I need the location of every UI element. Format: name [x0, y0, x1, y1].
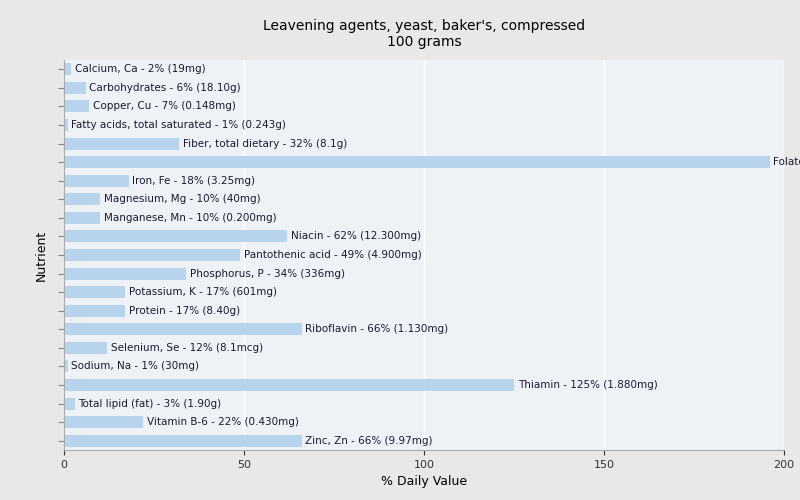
Bar	[64, 156, 770, 168]
Bar	[64, 324, 302, 336]
Text: Iron, Fe - 18% (3.25mg): Iron, Fe - 18% (3.25mg)	[133, 176, 255, 186]
Text: Carbohydrates - 6% (18.10g): Carbohydrates - 6% (18.10g)	[90, 83, 241, 93]
Bar	[64, 360, 67, 372]
Text: Selenium, Se - 12% (8.1mcg): Selenium, Se - 12% (8.1mcg)	[110, 343, 263, 353]
Bar	[64, 416, 143, 428]
Text: Vitamin B-6 - 22% (0.430mg): Vitamin B-6 - 22% (0.430mg)	[147, 417, 298, 427]
Bar	[64, 100, 90, 112]
Bar	[64, 212, 100, 224]
Bar	[64, 286, 125, 298]
Y-axis label: Nutrient: Nutrient	[35, 230, 48, 280]
Bar	[64, 194, 100, 205]
Bar	[64, 342, 107, 354]
Bar	[64, 268, 186, 280]
X-axis label: % Daily Value: % Daily Value	[381, 476, 467, 488]
Text: Manganese, Mn - 10% (0.200mg): Manganese, Mn - 10% (0.200mg)	[104, 213, 276, 223]
Text: Riboflavin - 66% (1.130mg): Riboflavin - 66% (1.130mg)	[306, 324, 448, 334]
Text: Potassium, K - 17% (601mg): Potassium, K - 17% (601mg)	[129, 287, 277, 297]
Text: Fiber, total dietary - 32% (8.1g): Fiber, total dietary - 32% (8.1g)	[182, 138, 347, 148]
Bar	[64, 64, 71, 76]
Bar	[64, 249, 240, 261]
Title: Leavening agents, yeast, baker's, compressed
100 grams: Leavening agents, yeast, baker's, compre…	[263, 19, 585, 49]
Text: Magnesium, Mg - 10% (40mg): Magnesium, Mg - 10% (40mg)	[104, 194, 260, 204]
Bar	[64, 230, 287, 242]
Text: Copper, Cu - 7% (0.148mg): Copper, Cu - 7% (0.148mg)	[93, 102, 236, 112]
Text: Calcium, Ca - 2% (19mg): Calcium, Ca - 2% (19mg)	[75, 64, 206, 74]
Bar	[64, 119, 67, 131]
Bar	[64, 379, 514, 391]
Text: Sodium, Na - 1% (30mg): Sodium, Na - 1% (30mg)	[71, 362, 199, 372]
Bar	[64, 174, 129, 187]
Text: Fatty acids, total saturated - 1% (0.243g): Fatty acids, total saturated - 1% (0.243…	[71, 120, 286, 130]
Text: Thiamin - 125% (1.880mg): Thiamin - 125% (1.880mg)	[518, 380, 658, 390]
Bar	[64, 82, 86, 94]
Bar	[64, 434, 302, 447]
Bar	[64, 398, 75, 409]
Text: Phosphorus, P - 34% (336mg): Phosphorus, P - 34% (336mg)	[190, 268, 345, 278]
Text: Niacin - 62% (12.300mg): Niacin - 62% (12.300mg)	[291, 232, 421, 241]
Bar	[64, 304, 125, 317]
Bar	[64, 138, 179, 149]
Text: Protein - 17% (8.40g): Protein - 17% (8.40g)	[129, 306, 240, 316]
Text: Pantothenic acid - 49% (4.900mg): Pantothenic acid - 49% (4.900mg)	[244, 250, 422, 260]
Text: Zinc, Zn - 66% (9.97mg): Zinc, Zn - 66% (9.97mg)	[306, 436, 433, 446]
Text: Folate, total - 196% (785mcg): Folate, total - 196% (785mcg)	[773, 157, 800, 167]
Text: Total lipid (fat) - 3% (1.90g): Total lipid (fat) - 3% (1.90g)	[78, 398, 222, 408]
